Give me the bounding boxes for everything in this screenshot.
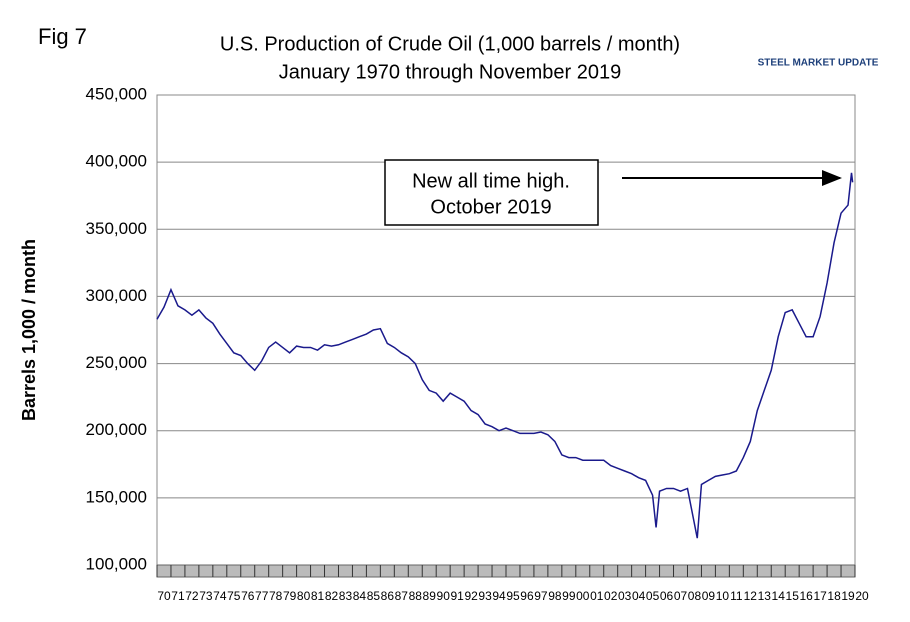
x-tick-label: 00: [576, 589, 590, 603]
x-tick-label: 04: [632, 589, 646, 603]
x-tick-label: 79: [283, 589, 297, 603]
x-tick-label: 19: [841, 589, 855, 603]
x-tick-label: 05: [646, 589, 660, 603]
x-tick-label: 02: [604, 589, 618, 603]
x-tick-label: 03: [618, 589, 632, 603]
y-tick-label: 400,000: [86, 152, 147, 171]
x-tick-label: 06: [660, 589, 674, 603]
x-tick-label: 12: [744, 589, 758, 603]
x-tick-label: 83: [339, 589, 353, 603]
x-tick-label: 78: [269, 589, 283, 603]
x-tick-label: 99: [562, 589, 576, 603]
x-tick-label: 71: [171, 589, 185, 603]
y-tick-label: 200,000: [86, 420, 147, 439]
y-axis-label: Barrels 1,000 / month: [19, 239, 39, 421]
x-tick-label: 87: [395, 589, 409, 603]
x-tick-label: 92: [464, 589, 478, 603]
y-tick-label: 150,000: [86, 487, 147, 506]
x-tick-label: 15: [786, 589, 800, 603]
x-tick-label: 18: [827, 589, 841, 603]
x-tick-label: 82: [325, 589, 339, 603]
x-tick-label: 94: [492, 589, 506, 603]
y-tick-label: 300,000: [86, 286, 147, 305]
x-tick-label: 93: [478, 589, 492, 603]
x-tick-label: 95: [506, 589, 520, 603]
x-tick-label: 01: [590, 589, 604, 603]
annotation-text: New all time high.: [412, 170, 570, 192]
x-tick-label: 13: [758, 589, 772, 603]
x-tick-label: 74: [213, 589, 227, 603]
annotation-box: [384, 159, 599, 226]
x-tick-label: 88: [409, 589, 423, 603]
x-tick-label: 14: [772, 589, 786, 603]
plot-area: 100,000 150,000 200,000 250,000 300,000 350,0…: [86, 84, 869, 603]
x-tick-label: 77: [255, 589, 269, 603]
x-tick-label: 80: [297, 589, 311, 603]
y-tick-label: 100,000: [86, 554, 147, 573]
chart-title: U.S. Production of Crude Oil (1,000 barr…: [220, 33, 680, 55]
x-tick-label: 09: [702, 589, 716, 603]
x-tick-label: 81: [311, 589, 325, 603]
x-tick-label: 10: [716, 589, 730, 603]
x-tick-label: 84: [353, 589, 367, 603]
x-tick-label: 85: [367, 589, 381, 603]
chart-subtitle: January 1970 through November 2019: [279, 61, 621, 83]
x-tick-label: 73: [199, 589, 213, 603]
x-tick-label: 97: [534, 589, 548, 603]
x-tick-label: 20: [855, 589, 869, 603]
logo: STEEL MARKET UPDATE: [758, 58, 879, 69]
x-tick-label: 86: [381, 589, 395, 603]
annotation-text: October 2019: [430, 196, 551, 218]
x-tick-label: 96: [520, 589, 534, 603]
x-tick-label: 90: [437, 589, 451, 603]
x-tick-label: 07: [674, 589, 688, 603]
x-tick-label: 98: [548, 589, 562, 603]
y-tick-label: 350,000: [86, 219, 147, 238]
x-tick-label: 16: [799, 589, 813, 603]
x-tick-label: 89: [423, 589, 437, 603]
y-tick-label: 250,000: [86, 353, 147, 372]
x-tick-label: 91: [450, 589, 464, 603]
y-tick-label: 450,000: [86, 84, 147, 103]
x-tick-label: 17: [813, 589, 827, 603]
x-tick-label: 75: [227, 589, 241, 603]
fig-label: Fig 7: [38, 24, 87, 49]
x-tick-label: 70: [157, 589, 171, 603]
x-tick-label: 76: [241, 589, 255, 603]
data-line: [156, 172, 854, 539]
x-tick-label: 08: [688, 589, 702, 603]
x-tick-label: 11: [730, 589, 743, 603]
x-tick-label: 72: [185, 589, 199, 603]
